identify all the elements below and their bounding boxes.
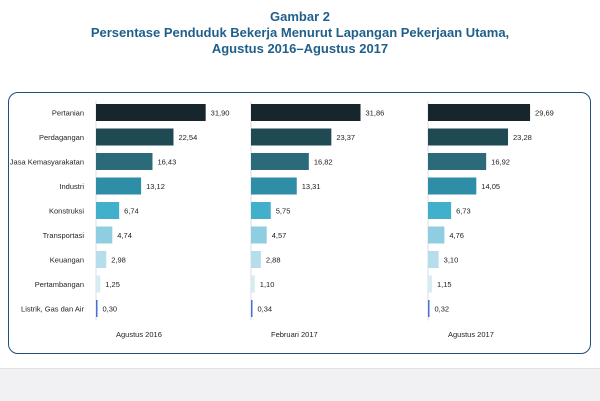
data-label: 31,86 [366,109,385,118]
data-label: 4,74 [117,231,132,240]
category-label: Transportasi [43,231,85,240]
data-label: 3,10 [444,256,459,265]
data-label: 5,75 [276,207,291,216]
category-label: Pertanian [52,109,84,118]
bar [251,128,332,146]
bar [428,128,509,146]
bar [96,226,113,244]
bar [428,104,531,121]
data-label: 22,54 [178,133,197,142]
bar [251,226,267,244]
data-label: 16,92 [491,158,510,167]
data-label: 29,69 [535,109,554,118]
footer-band [0,368,600,401]
bar [428,202,452,219]
data-label: 13,12 [146,182,165,191]
data-label: 31,90 [211,109,230,118]
data-label: 4,57 [272,231,287,240]
data-label: 23,28 [513,133,532,142]
data-label: 0,32 [435,305,450,314]
category-label: Perdagangan [39,133,84,142]
data-label: 14,05 [481,182,500,191]
bar [428,153,487,170]
chart-subtitle: Agustus 2016–Agustus 2017 [211,41,389,56]
data-label: 16,43 [157,158,176,167]
data-label: 2,88 [266,256,281,265]
bar [96,202,120,219]
data-label: 0,34 [258,305,273,314]
bar [96,128,174,146]
category-label: Listrik, Gas dan Air [21,305,84,314]
bar [251,104,361,121]
bar [96,300,98,317]
bar [251,202,271,219]
bar [428,300,430,317]
data-label: 16,82 [314,158,333,167]
bar [251,275,255,293]
bar [96,251,107,268]
bar [251,153,309,170]
bar [428,275,432,293]
bar [428,177,477,195]
series-label: Agustus 2017 [448,330,494,339]
series-label: Februari 2017 [271,330,318,339]
data-label: 23,37 [336,133,355,142]
category-label: Pertambangan [35,280,84,289]
chart-title: Persentase Penduduk Bekerja Menurut Lapa… [90,25,510,40]
data-label: 2,98 [111,256,126,265]
data-label: 1,15 [437,280,452,289]
category-label: Konstruksi [49,207,84,216]
bar [251,251,261,268]
series-label: Agustus 2016 [116,330,162,339]
bar [251,300,253,317]
chart-frame [8,92,591,354]
bar [96,275,101,293]
data-label: 1,10 [260,280,275,289]
category-label: Keuangan [50,256,84,265]
bar [251,177,297,195]
category-label: Jasa Kemasyarakatan [10,158,84,167]
figure-number: Gambar 2 [270,9,330,24]
bar [428,226,445,244]
data-label: 6,73 [456,207,471,216]
data-label: 6,74 [124,207,139,216]
data-label: 4,76 [449,231,464,240]
bar [96,104,206,121]
bar [428,251,439,268]
data-label: 1,25 [105,280,120,289]
bar [96,153,153,170]
bar [96,177,142,195]
data-label: 0,30 [103,305,118,314]
category-label: Industri [59,182,84,191]
data-label: 13,31 [302,182,321,191]
